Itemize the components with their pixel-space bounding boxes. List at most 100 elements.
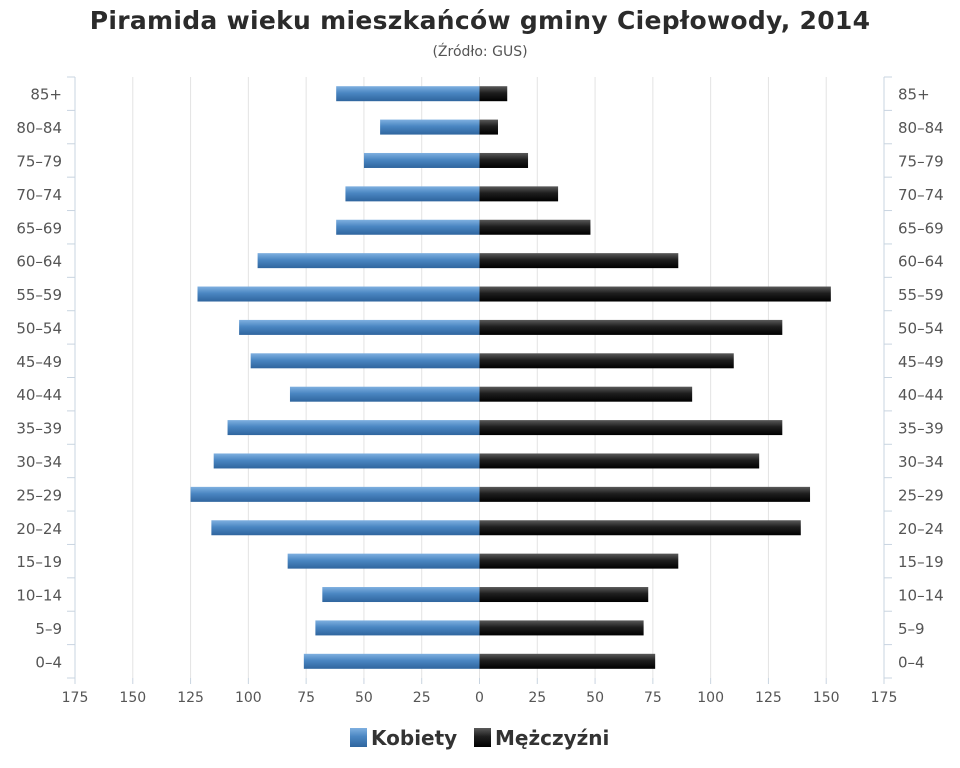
bar-mezczyzni-0 — [479, 653, 656, 669]
y-tick-label-right: 20–24 — [898, 520, 944, 538]
bar-kobiety-8 — [289, 386, 480, 402]
y-tick-label-left: 50–54 — [16, 319, 62, 337]
y-tick-label-left: 35–39 — [16, 420, 62, 438]
y-tick-label-left: 20–24 — [16, 520, 62, 538]
bar-mezczyzni-1 — [479, 620, 644, 636]
y-tick-label-right: 35–39 — [898, 420, 944, 438]
bar-kobiety-14 — [345, 186, 480, 202]
x-tick-label: 100 — [235, 690, 262, 706]
x-tick-label: 75 — [644, 690, 662, 706]
y-tick-label-right: 0–4 — [898, 653, 925, 671]
y-tick-label-left: 70–74 — [16, 186, 62, 204]
y-tick-label-right: 25–29 — [898, 486, 944, 504]
bar-kobiety-16 — [380, 119, 480, 135]
bar-mezczyzni-2 — [479, 587, 649, 603]
bar-kobiety-5 — [190, 486, 480, 502]
bar-mezczyzni-16 — [479, 119, 498, 135]
y-tick-label-left: 65–69 — [16, 219, 62, 237]
bar-kobiety-4 — [211, 520, 480, 536]
y-tick-label-left: 10–14 — [16, 587, 62, 605]
y-tick-label-left: 80–84 — [16, 119, 62, 137]
x-tick-label: 175 — [62, 690, 89, 706]
x-tick-label: 50 — [355, 690, 373, 706]
bar-mezczyzni-14 — [479, 186, 559, 202]
bar-mezczyzni-8 — [479, 386, 693, 402]
bar-kobiety-10 — [239, 319, 480, 335]
legend[interactable]: Kobiety Mężczyźni — [350, 726, 609, 750]
x-tick-label: 25 — [528, 690, 546, 706]
y-tick-label-left: 5–9 — [35, 620, 62, 638]
legend-label: Kobiety — [371, 726, 457, 750]
bar-mezczyzni-7 — [479, 420, 783, 436]
bar-mezczyzni-9 — [479, 353, 734, 369]
chart-title: Piramida wieku mieszkańców gminy Ciepłow… — [89, 6, 871, 35]
y-tick-label-right: 80–84 — [898, 119, 944, 137]
legend-swatch — [474, 728, 491, 747]
x-tick-label: 150 — [813, 690, 840, 706]
legend-item-0[interactable]: Kobiety — [350, 726, 457, 750]
bar-mezczyzni-11 — [479, 286, 831, 302]
y-tick-label-left: 30–34 — [16, 453, 62, 471]
y-tick-label-right: 85+ — [898, 86, 930, 104]
x-tick-label: 175 — [871, 690, 898, 706]
y-tick-label-right: 10–14 — [898, 587, 944, 605]
bar-kobiety-6 — [213, 453, 480, 469]
bars — [190, 86, 831, 669]
grid-lines — [132, 77, 827, 678]
bar-mezczyzni-6 — [479, 453, 760, 469]
y-tick-label-left: 25–29 — [16, 486, 62, 504]
bar-kobiety-13 — [336, 219, 480, 235]
x-tick-label: 100 — [697, 690, 724, 706]
y-tick-label-right: 5–9 — [898, 620, 925, 638]
legend-label: Mężczyźni — [495, 726, 609, 750]
legend-swatch — [350, 728, 367, 747]
bar-kobiety-17 — [336, 86, 480, 102]
bar-mezczyzni-3 — [479, 553, 679, 569]
chart-subtitle: (Źródło: GUS) — [432, 44, 528, 60]
bar-mezczyzni-4 — [479, 520, 801, 536]
y-tick-label-right: 40–44 — [898, 386, 944, 404]
bar-mezczyzni-5 — [479, 486, 811, 502]
bar-kobiety-15 — [363, 152, 480, 168]
y-tick-label-left: 40–44 — [16, 386, 62, 404]
axes — [67, 76, 892, 684]
bar-mezczyzni-10 — [479, 319, 783, 335]
y-tick-label-right: 65–69 — [898, 219, 944, 237]
legend-item-1[interactable]: Mężczyźni — [474, 726, 609, 750]
bar-kobiety-1 — [315, 620, 480, 636]
y-tick-label-right: 50–54 — [898, 319, 944, 337]
bar-kobiety-3 — [287, 553, 480, 569]
x-tick-label: 50 — [586, 690, 604, 706]
bar-kobiety-2 — [322, 587, 480, 603]
x-tick-label: 0 — [475, 690, 484, 706]
y-tick-label-right: 75–79 — [898, 152, 944, 170]
y-tick-label-left: 45–49 — [16, 353, 62, 371]
bar-mezczyzni-12 — [479, 253, 679, 269]
bar-kobiety-9 — [250, 353, 480, 369]
x-tick-label: 25 — [413, 690, 431, 706]
bar-mezczyzni-15 — [479, 152, 529, 168]
y-tick-label-left: 75–79 — [16, 152, 62, 170]
y-tick-label-right: 45–49 — [898, 353, 944, 371]
y-tick-label-left: 55–59 — [16, 286, 62, 304]
bar-kobiety-11 — [197, 286, 480, 302]
y-tick-label-right: 15–19 — [898, 553, 944, 571]
y-tick-label-right: 55–59 — [898, 286, 944, 304]
bar-kobiety-12 — [257, 253, 480, 269]
bar-kobiety-0 — [303, 653, 480, 669]
y-tick-label-left: 0–4 — [35, 653, 62, 671]
bar-mezczyzni-17 — [479, 86, 508, 102]
y-tick-label-right: 30–34 — [898, 453, 944, 471]
x-tick-label: 125 — [177, 690, 204, 706]
x-tick-label: 150 — [119, 690, 146, 706]
y-tick-label-left: 85+ — [30, 86, 62, 104]
bar-kobiety-7 — [227, 420, 480, 436]
x-tick-label: 125 — [755, 690, 782, 706]
bar-mezczyzni-13 — [479, 219, 591, 235]
y-tick-label-left: 60–64 — [16, 253, 62, 271]
x-tick-label: 75 — [297, 690, 315, 706]
y-tick-label-right: 60–64 — [898, 253, 944, 271]
y-tick-label-left: 15–19 — [16, 553, 62, 571]
